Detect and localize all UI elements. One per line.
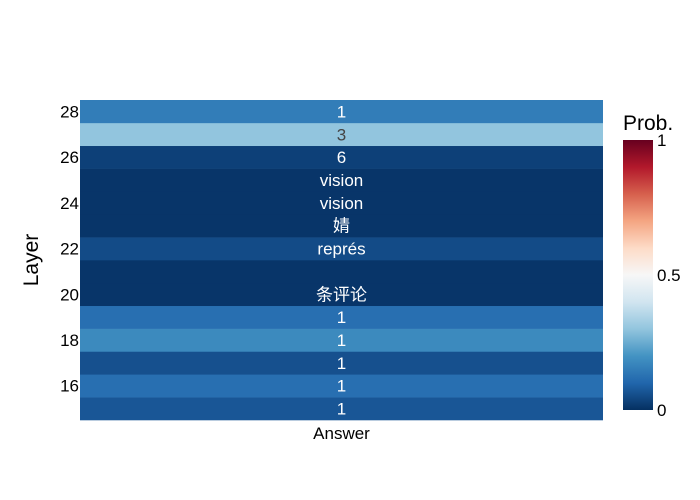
colorbar-ticks: 00.51 xyxy=(657,131,681,420)
x-tick-label: Answer xyxy=(313,424,370,443)
y-axis-title: Layer xyxy=(20,234,43,287)
cell-label-layer-26: 6 xyxy=(337,148,346,167)
heatmap-cell-layer-21 xyxy=(80,260,603,284)
heatmap-cells xyxy=(80,100,603,421)
cell-label-layer-15: 1 xyxy=(337,400,346,419)
y-tick-label: 22 xyxy=(60,240,79,259)
cell-label-layer-27: 3 xyxy=(337,125,346,144)
cell-label-layer-24: vision xyxy=(320,194,363,213)
y-tick-label: 26 xyxy=(60,148,79,167)
y-tick-label: 24 xyxy=(60,194,79,213)
cell-label-layer-16: 1 xyxy=(337,377,346,396)
heatmap-cell-layer-28 xyxy=(80,100,603,124)
heatmap-cell-layer-25 xyxy=(80,168,603,192)
cell-label-layer-18: 1 xyxy=(337,331,346,350)
cell-label-layer-17: 1 xyxy=(337,354,346,373)
heatmap-cell-layer-20 xyxy=(80,282,603,307)
heatmap-cell-layer-17 xyxy=(80,351,603,375)
cell-label-layer-19: 1 xyxy=(337,308,346,327)
colorbar-title: Prob. xyxy=(623,112,673,135)
y-tick-label: 16 xyxy=(60,377,79,396)
cell-label-layer-28: 1 xyxy=(337,102,346,121)
heatmap-cell-layer-27 xyxy=(80,122,603,147)
y-axis-ticks: 16 18 20 22 24 26 28 xyxy=(60,102,79,395)
x-axis-ticks: Answer xyxy=(313,424,370,443)
colorbar-tick-label: 1 xyxy=(657,131,666,150)
colorbar xyxy=(623,140,653,410)
cell-label-layer-23: 婧 xyxy=(333,217,350,236)
heatmap-cell-layer-15 xyxy=(80,397,603,421)
heatmap-cell-layer-19 xyxy=(80,305,603,329)
heatmap-cell-layer-18 xyxy=(80,328,603,352)
colorbar-tick-label: 0.5 xyxy=(657,266,681,285)
cell-label-layer-22: représ xyxy=(317,240,365,259)
y-tick-label: 28 xyxy=(60,102,79,121)
colorbar-tick-label: 0 xyxy=(657,401,666,420)
heatmap-cell-labels: 1 1 1 1 1 条评论 représ 婧 vision vision 6 3 1 xyxy=(316,102,367,418)
heatmap-cell-layer-23 xyxy=(80,214,603,238)
heatmap-cell-layer-26 xyxy=(80,145,603,169)
cell-label-layer-20: 条评论 xyxy=(316,285,367,304)
y-tick-label: 20 xyxy=(60,285,79,304)
heatmap-cell-layer-16 xyxy=(80,374,603,398)
y-tick-label: 18 xyxy=(60,331,79,350)
cell-label-layer-25: vision xyxy=(320,171,363,190)
heatmap-cell-layer-22 xyxy=(80,237,603,261)
heatmap-cell-layer-24 xyxy=(80,191,603,215)
